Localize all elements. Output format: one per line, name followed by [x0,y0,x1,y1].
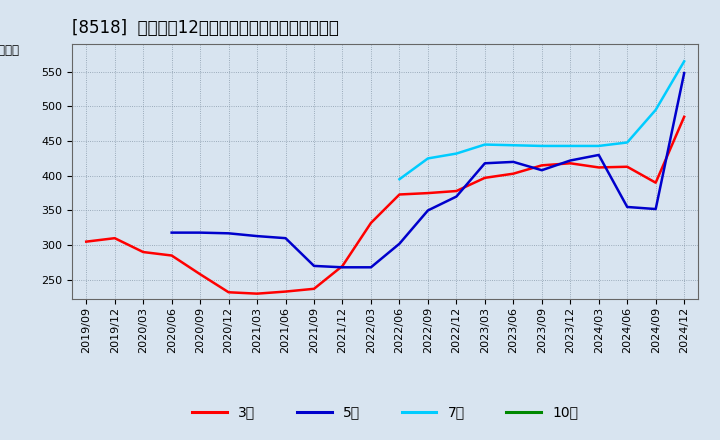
Legend: 3年, 5年, 7年, 10年: 3年, 5年, 7年, 10年 [186,400,584,425]
Y-axis label: （百万円）: （百万円） [0,44,19,57]
Text: [8518]  経常利益12か月移動合計の標準偏差の推移: [8518] 経常利益12か月移動合計の標準偏差の推移 [72,19,339,37]
